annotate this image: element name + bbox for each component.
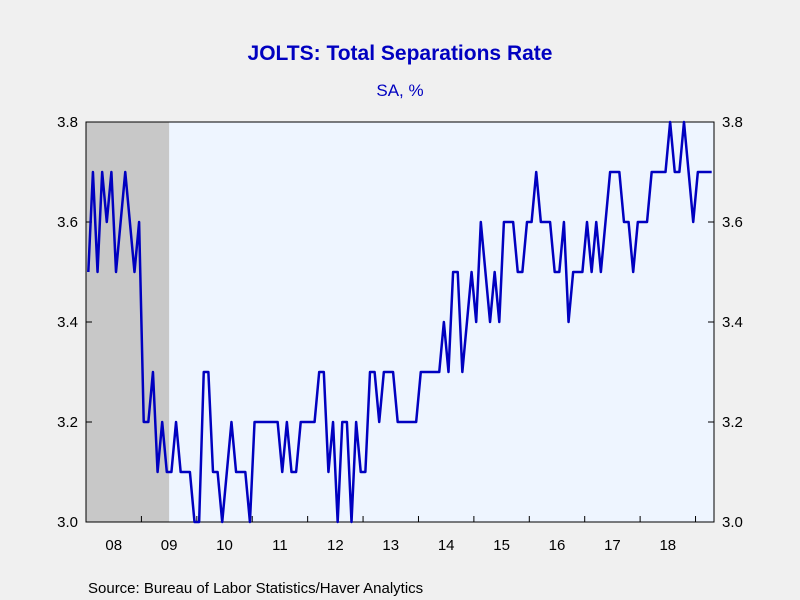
y-tick-label-left: 3.0	[57, 514, 78, 531]
y-tick-label-right: 3.8	[722, 114, 743, 131]
x-tick-label: 18	[659, 537, 676, 554]
y-axis-left: 3.0 3.2 3.4 3.6 3.8	[57, 114, 78, 531]
y-tick-label-left: 3.6	[57, 214, 78, 231]
x-tick-label: 10	[216, 537, 233, 554]
chart-title: JOLTS: Total Separations Rate	[248, 42, 553, 65]
x-tick-label: 08	[105, 537, 122, 554]
x-tick-label: 09	[161, 537, 178, 554]
x-tick-label: 13	[382, 537, 399, 554]
y-tick-label-left: 3.2	[57, 414, 78, 431]
series-line	[87, 120, 712, 524]
x-tick-label: 15	[493, 537, 510, 554]
x-tick-label: 12	[327, 537, 344, 554]
axis-ticks	[86, 121, 714, 523]
x-tick-label: 14	[438, 537, 455, 554]
chart-subtitle: SA, %	[376, 81, 423, 100]
y-tick-label-right: 3.4	[722, 314, 743, 331]
plot-border	[85, 121, 715, 523]
y-tick-label-left: 3.8	[57, 114, 78, 131]
y-tick-label-right: 3.0	[722, 514, 743, 531]
y-axis-right: 3.0 3.2 3.4 3.6 3.8	[722, 114, 743, 531]
x-tick-label: 17	[604, 537, 621, 554]
x-axis: 08 09 10 11 12 13 14 15 16 17 18	[105, 537, 676, 554]
x-tick-label: 16	[549, 537, 566, 554]
source-note: Source: Bureau of Labor Statistics/Haver…	[88, 580, 423, 597]
y-tick-label-left: 3.4	[57, 314, 78, 331]
y-tick-label-right: 3.6	[722, 214, 743, 231]
y-tick-label-right: 3.2	[722, 414, 743, 431]
x-tick-label: 11	[272, 537, 288, 554]
